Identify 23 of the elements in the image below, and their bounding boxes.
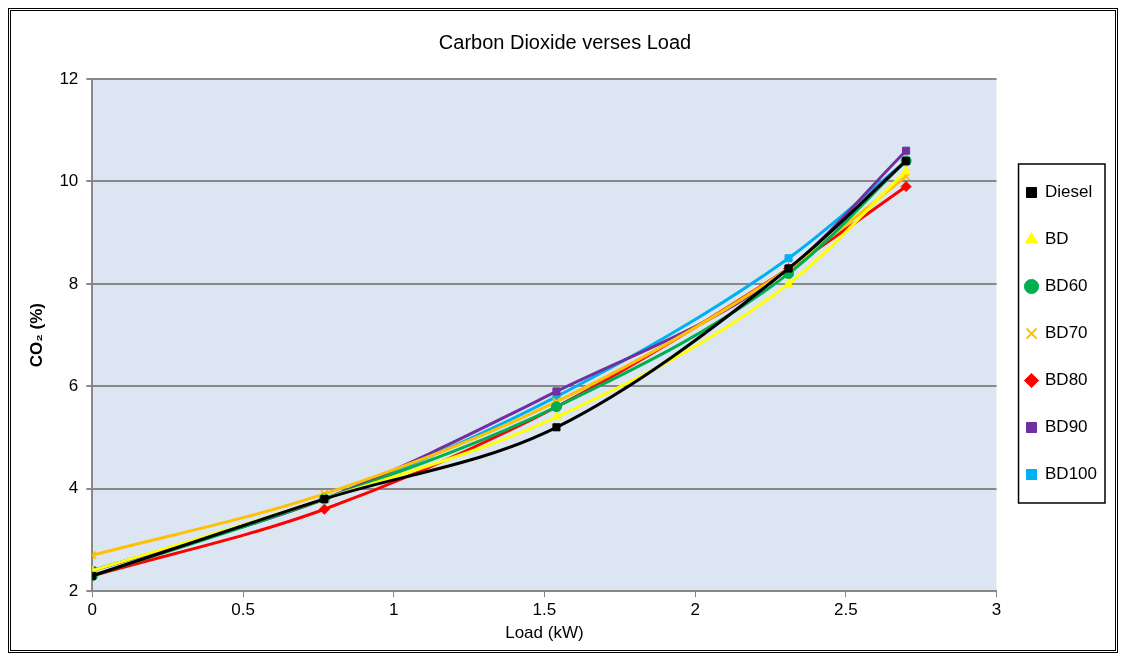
y-tick-label: 12 <box>59 68 79 88</box>
x-tick-label: 2 <box>690 600 700 620</box>
chart-title: Carbon Dioxide verses Load <box>438 30 692 53</box>
legend-label: BD <box>1045 229 1069 249</box>
y-tick-label: 4 <box>68 478 79 498</box>
legend-label: BD90 <box>1045 417 1088 437</box>
legend-label: BD60 <box>1045 276 1088 296</box>
x-tick-label: 1.5 <box>532 600 557 620</box>
y-axis-title: CO₂ (%) <box>26 302 46 368</box>
x-tick-label: 2.5 <box>834 600 858 620</box>
x-tick-label: 1 <box>388 600 399 620</box>
legend-label: BD80 <box>1045 370 1088 390</box>
legend-label: Diesel <box>1045 182 1093 202</box>
x-axis-title: Load (kW) <box>505 623 584 643</box>
x-tick-label: 0 <box>87 600 98 620</box>
x-tick-label: 3 <box>991 600 1002 620</box>
y-tick-label: 6 <box>68 376 79 396</box>
legend-label: BD100 <box>1045 464 1097 484</box>
y-tick-label: 10 <box>59 171 79 191</box>
x-tick-label: 0.5 <box>231 600 255 620</box>
y-tick-label: 8 <box>68 273 79 293</box>
legend-label: BD70 <box>1045 323 1088 343</box>
y-tick-label: 2 <box>68 580 79 600</box>
